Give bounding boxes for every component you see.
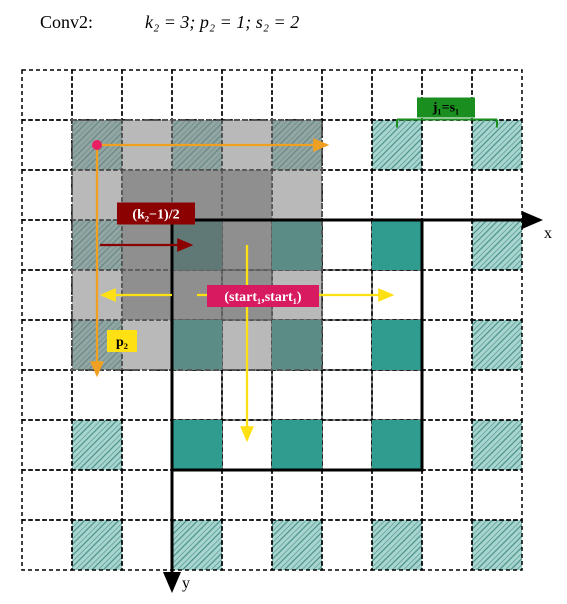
svg-text:(start₁,start₁): (start₁,start₁) bbox=[224, 290, 302, 305]
svg-text:j₁=s₁: j₁=s₁ bbox=[432, 101, 459, 116]
svg-text:y: y bbox=[182, 575, 190, 592]
diagram-svg: x y j₁=s₁ (k₂−1)/2 (start₁,start₁) p₂ bbox=[0, 0, 567, 604]
svg-text:p₂: p₂ bbox=[116, 335, 128, 350]
svg-text:(k₂−1)/2: (k₂−1)/2 bbox=[132, 208, 179, 223]
svg-text:x: x bbox=[544, 225, 552, 242]
